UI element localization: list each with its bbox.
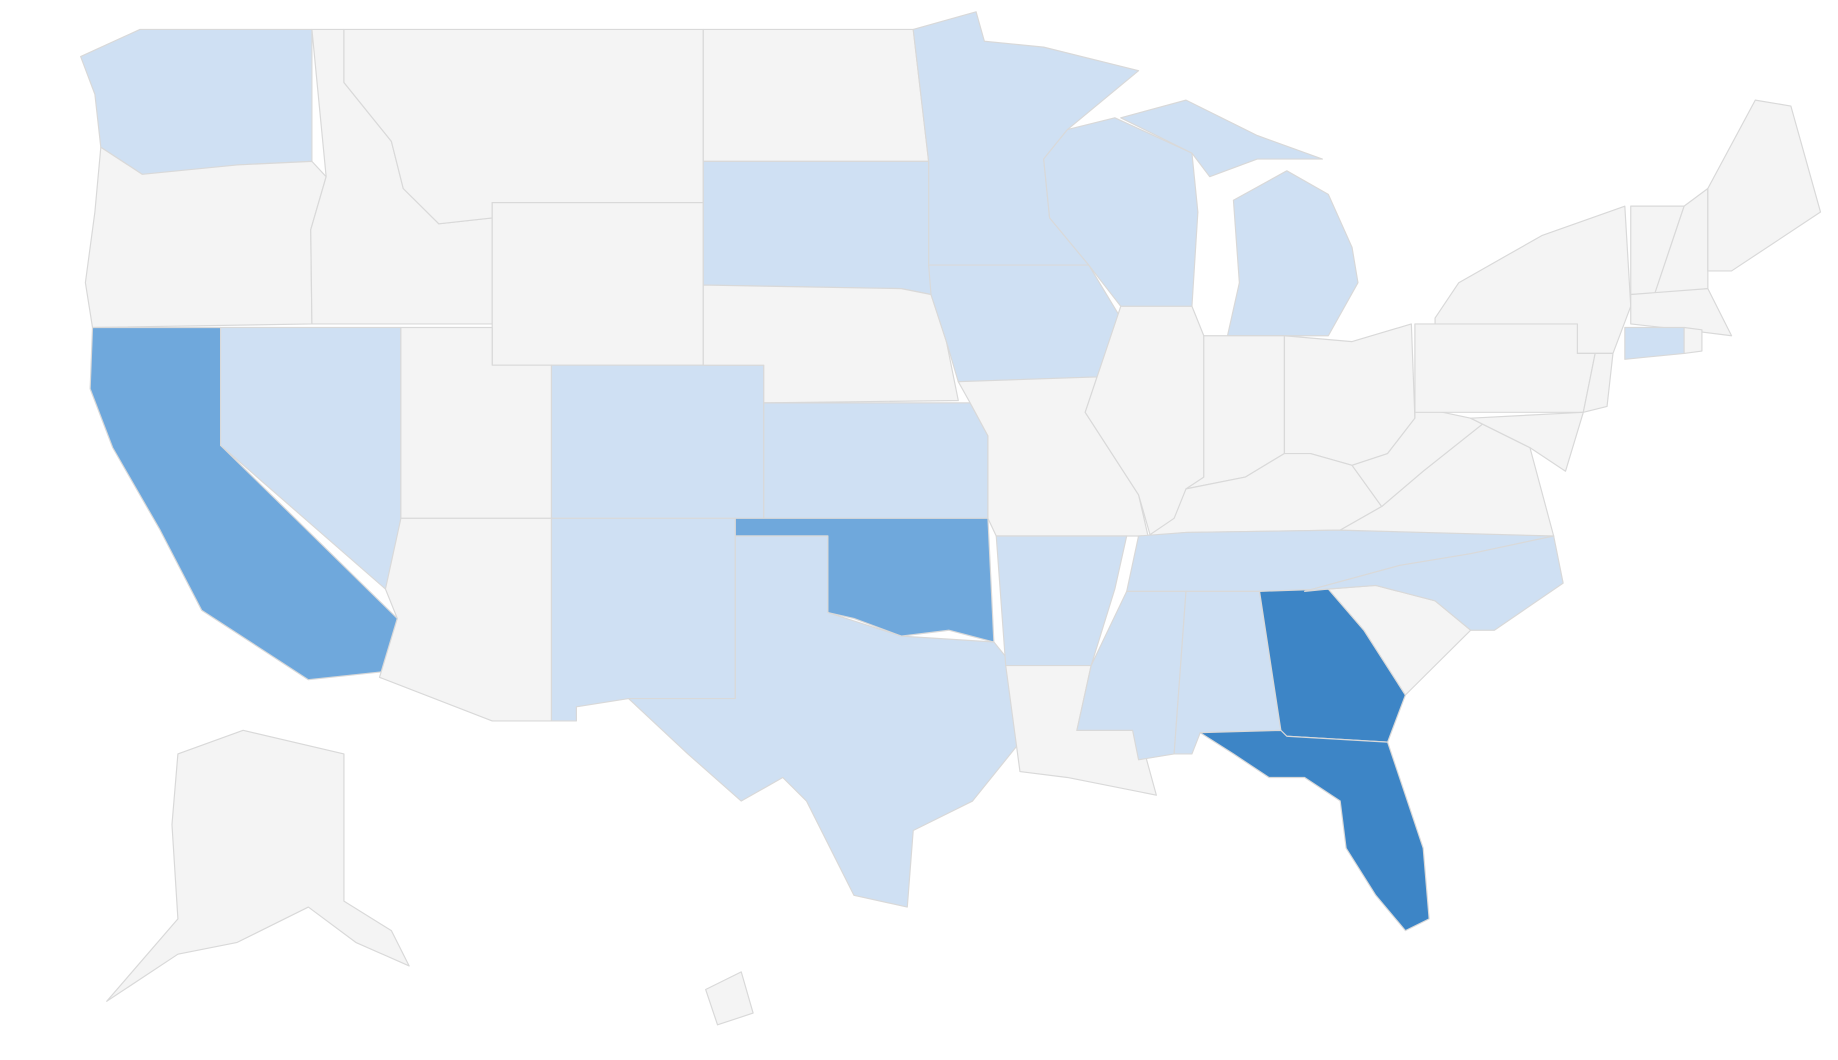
region[interactable] (1304, 535, 1564, 631)
regions (80, 11, 1822, 1026)
region[interactable] (1707, 99, 1822, 272)
region[interactable] (80, 28, 313, 178)
region[interactable] (995, 535, 1128, 667)
region[interactable] (1630, 288, 1733, 337)
region[interactable] (702, 160, 932, 296)
region[interactable] (705, 971, 754, 1026)
region[interactable] (1226, 170, 1359, 337)
region[interactable] (378, 517, 553, 722)
region[interactable] (763, 402, 989, 519)
region[interactable] (106, 729, 410, 1002)
region[interactable] (550, 364, 765, 519)
region[interactable] (702, 28, 930, 162)
region[interactable] (491, 202, 704, 366)
region[interactable] (1470, 411, 1584, 472)
region[interactable] (1199, 729, 1430, 932)
region[interactable] (702, 284, 959, 404)
region[interactable] (1043, 117, 1199, 307)
region[interactable] (1120, 99, 1323, 178)
region[interactable] (928, 264, 1122, 383)
region[interactable] (1624, 326, 1685, 360)
region[interactable] (627, 535, 1021, 908)
region[interactable] (550, 517, 736, 722)
region[interactable] (1414, 323, 1596, 413)
region[interactable] (1434, 205, 1632, 354)
region[interactable] (1576, 352, 1614, 413)
region[interactable] (1683, 326, 1703, 354)
region[interactable] (84, 146, 327, 329)
